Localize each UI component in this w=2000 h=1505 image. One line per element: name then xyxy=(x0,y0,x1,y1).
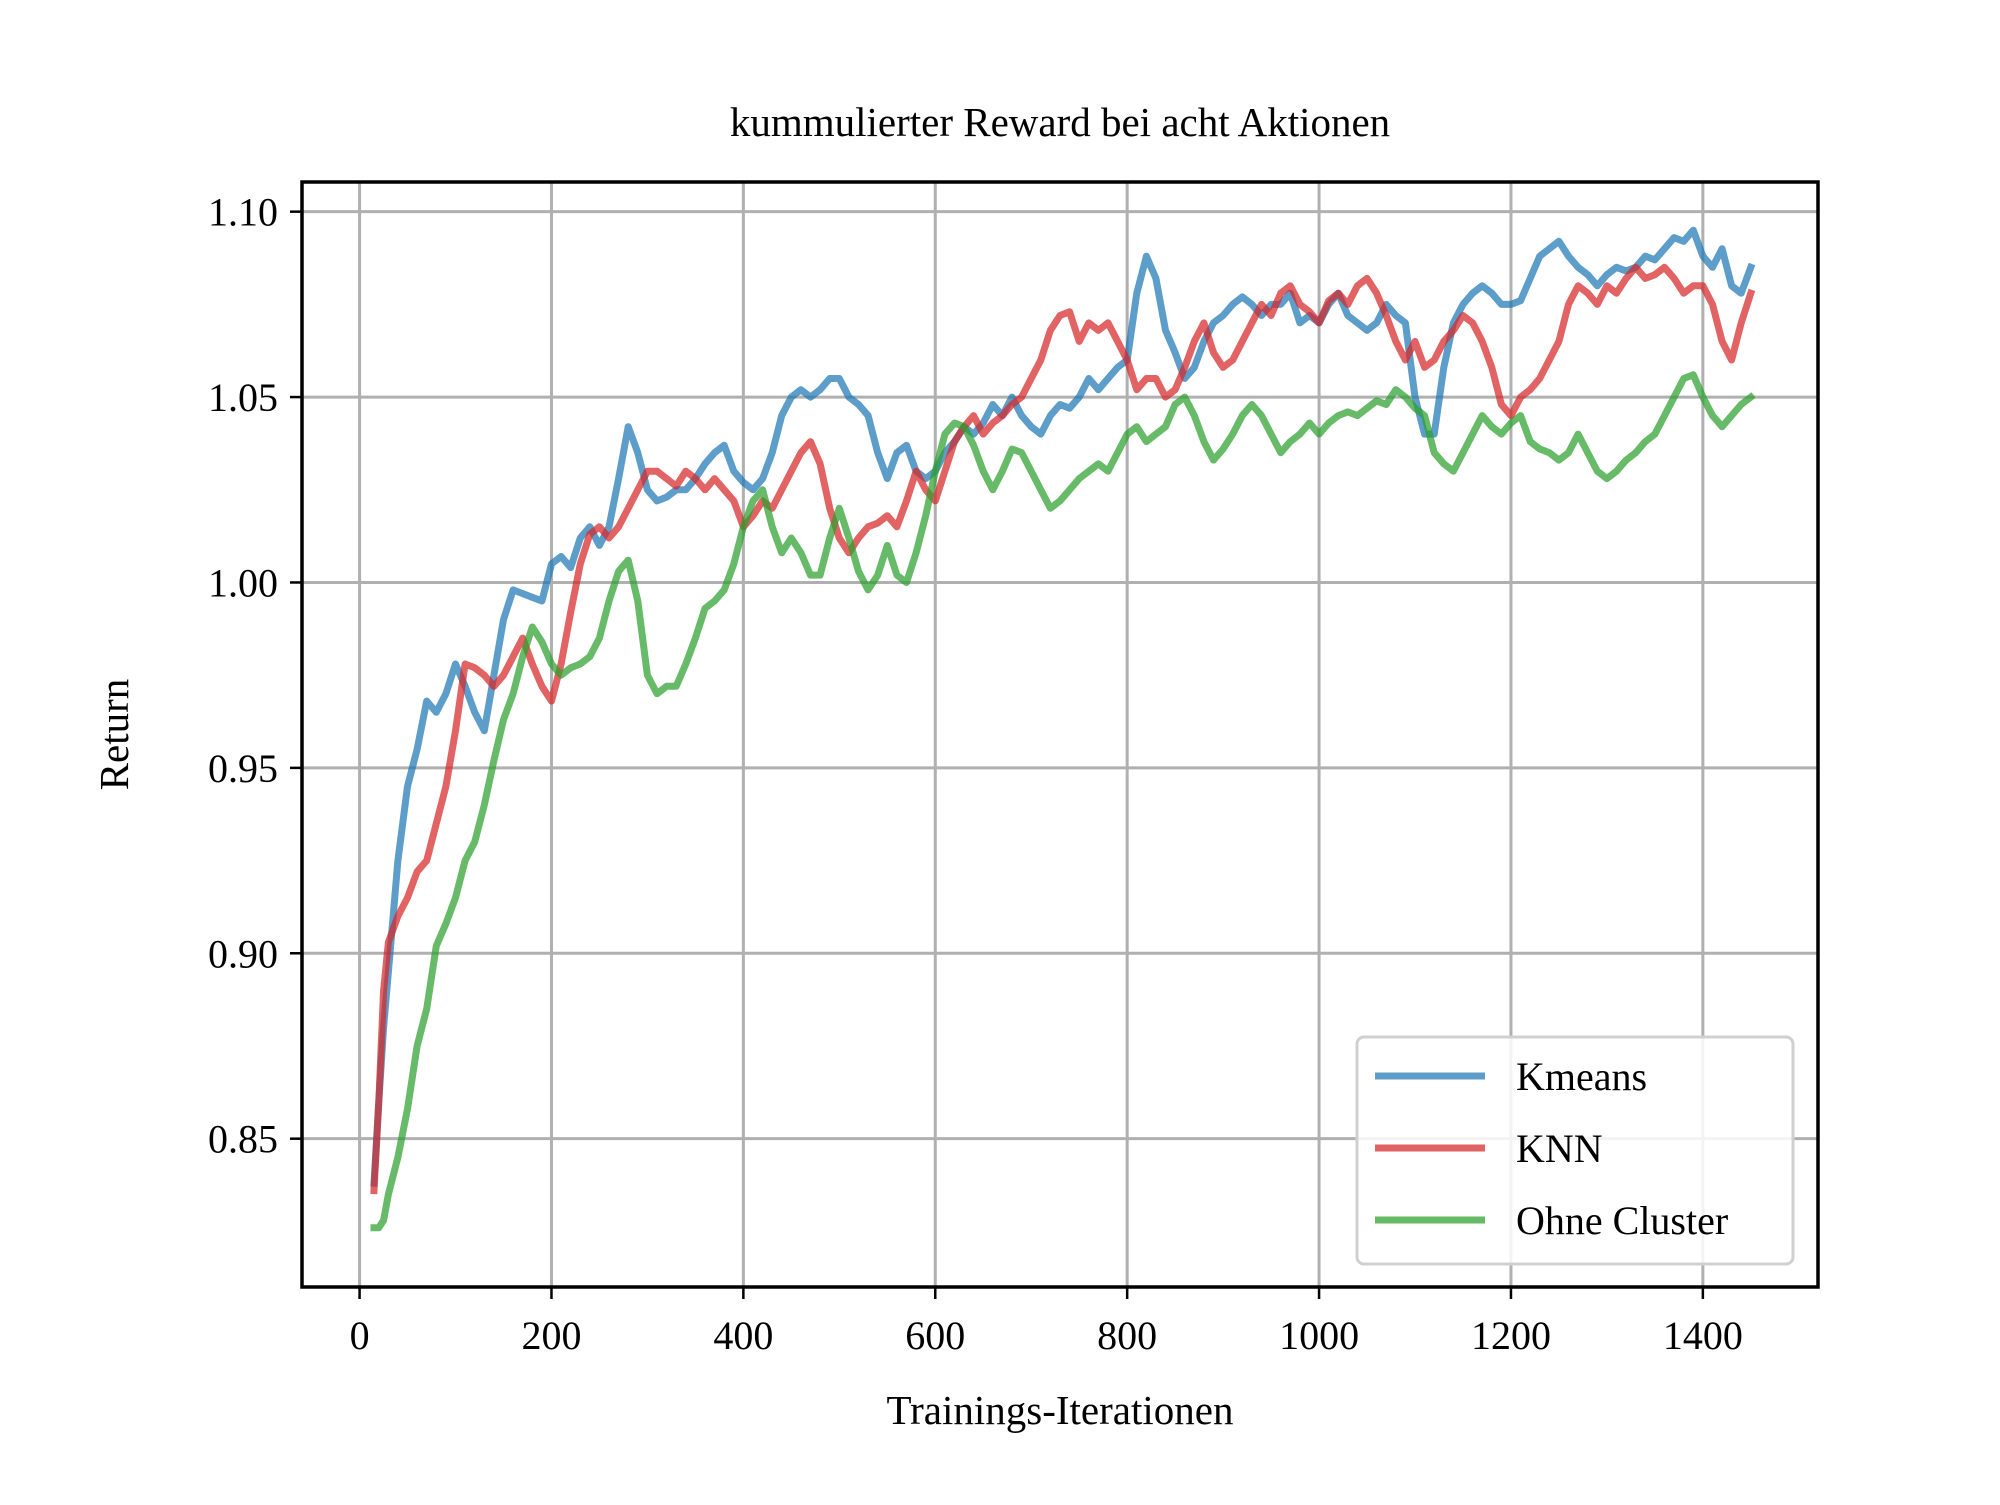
x-tick-label: 400 xyxy=(713,1313,773,1358)
x-axis-label: Trainings-Iterationen xyxy=(887,1387,1234,1433)
series-line-ohne-cluster xyxy=(370,371,1756,1232)
legend: Kmeans KNN Ohne Cluster xyxy=(1355,1035,1795,1266)
plot-frame xyxy=(300,180,1820,1289)
legend-label: Ohne Cluster xyxy=(1516,1198,1728,1243)
x-tick-label: 1400 xyxy=(1663,1313,1743,1358)
y-tick-label: 1.05 xyxy=(208,375,278,420)
grid xyxy=(302,182,1818,1287)
x-tick-label: 1000 xyxy=(1279,1313,1359,1358)
series-group xyxy=(370,226,1756,1232)
x-axis: 0 200 400 600 800 1000 1200 1400 xyxy=(350,1287,1743,1358)
y-tick-label: 0.90 xyxy=(208,931,278,976)
y-axis-label: Return xyxy=(91,679,137,791)
legend-label: Kmeans xyxy=(1516,1054,1647,1099)
y-tick-label: 0.85 xyxy=(208,1117,278,1162)
y-tick-label: 0.95 xyxy=(208,746,278,791)
x-tick-label: 200 xyxy=(521,1313,581,1358)
legend-box xyxy=(1355,1035,1795,1266)
y-axis: 0.85 0.90 0.95 1.00 1.05 1.10 xyxy=(208,190,302,1162)
legend-label: KNN xyxy=(1516,1126,1603,1171)
x-tick-label: 600 xyxy=(905,1313,965,1358)
legend-items: Kmeans KNN Ohne Cluster xyxy=(1375,1054,1728,1243)
series-line-knn xyxy=(370,263,1756,1195)
x-tick-label: 800 xyxy=(1097,1313,1157,1358)
x-tick-label: 1200 xyxy=(1471,1313,1551,1358)
chart-title: kummulierter Reward bei acht Aktionen xyxy=(730,99,1390,145)
y-tick-label: 1.10 xyxy=(208,190,278,235)
x-tick-label: 0 xyxy=(350,1313,370,1358)
y-tick-label: 1.00 xyxy=(208,560,278,605)
